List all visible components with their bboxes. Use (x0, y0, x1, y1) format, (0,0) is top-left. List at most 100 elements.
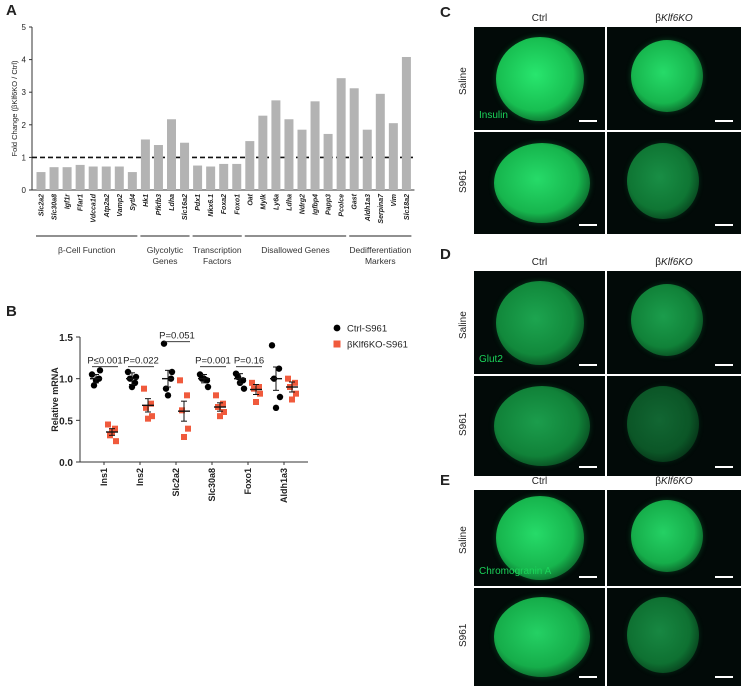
x-tick-label: Pfkfb3 (156, 194, 163, 216)
group-label: Dedifferentiation Markers (349, 245, 411, 266)
data-point (143, 404, 149, 411)
stain-label: Insulin (479, 110, 508, 121)
x-tick-label: Aldh1a3 (365, 194, 372, 222)
micrograph-panel (607, 271, 741, 374)
bar (180, 142, 190, 190)
x-tick-label: Oat (247, 193, 254, 205)
x-tick-label: Slc16a2 (182, 194, 189, 220)
scale-bar (579, 576, 597, 578)
data-point (285, 375, 291, 382)
row-label-saline: Saline (458, 526, 469, 554)
x-tick-label: Slc2a2 (39, 194, 46, 216)
x-tick-label: Slc30a8 (52, 194, 59, 220)
y-tick-label: 1.0 (59, 375, 73, 386)
micrograph-panel (607, 27, 741, 130)
islet-stain (627, 142, 700, 219)
bar (362, 129, 372, 190)
panel-letter-b: B (6, 303, 17, 320)
data-point (221, 409, 227, 415)
bar (153, 145, 163, 190)
row-label-s961: S961 (458, 412, 469, 436)
micrograph-panel (607, 490, 741, 586)
column-label-klf6ko: βKlf6KO (634, 13, 714, 24)
x-tick-label: Slc30a8 (207, 468, 217, 502)
data-point (289, 396, 295, 403)
data-point (185, 425, 191, 432)
x-tick-label: Vim (391, 194, 398, 207)
legend-marker (333, 324, 341, 332)
scale-bar (579, 364, 597, 366)
data-point (90, 382, 98, 389)
data-point (249, 379, 255, 386)
x-tick-label: Nkx6.1 (208, 194, 215, 217)
ko-genotype: Klf6KO (661, 13, 693, 24)
legend-label: βKlf6KO-S961 (347, 340, 408, 351)
scale-bar (579, 224, 597, 226)
x-tick-label: Ldha (169, 194, 176, 211)
panel-letter-e: E (440, 472, 451, 489)
row-label-s961: S961 (458, 169, 469, 193)
column-label-ctrl: Ctrl (531, 13, 548, 24)
scale-bar (715, 576, 733, 578)
data-point (181, 434, 187, 440)
bar (271, 100, 281, 190)
data-point (149, 413, 155, 420)
legend-marker (333, 340, 341, 348)
scale-bar (715, 676, 733, 678)
bar (219, 163, 229, 190)
row-label-saline: Saline (458, 66, 469, 95)
data-point (253, 399, 259, 405)
micrograph-panel (474, 376, 605, 476)
x-tick-label: Ndrg2 (300, 194, 307, 214)
data-point (105, 421, 111, 428)
column-label-ctrl: Ctrl (531, 476, 548, 487)
data-point (141, 385, 147, 392)
data-point (96, 367, 104, 374)
x-tick-label: Pdx1 (195, 194, 202, 211)
data-point (217, 413, 223, 420)
column-label-klf6ko: βKlf6KO (634, 476, 714, 487)
data-point (148, 400, 154, 407)
x-tick-label: Ldha (286, 194, 293, 211)
scale-bar (715, 466, 733, 468)
bar (323, 133, 333, 190)
islet-stain (495, 496, 584, 580)
x-tick-label: Slc2a2 (171, 468, 181, 497)
scale-bar (579, 466, 597, 468)
data-point (292, 379, 298, 386)
data-point (204, 383, 212, 391)
y-tick-label: 2 (22, 121, 27, 130)
bar (297, 129, 307, 190)
x-tick-label: Aldh1a3 (279, 468, 289, 503)
scale-bar (579, 676, 597, 678)
micrograph-panel (474, 588, 605, 686)
x-tick-label: Foxo1 (234, 194, 241, 215)
bar (401, 56, 411, 190)
panel-letter-d: D (440, 246, 451, 263)
group-label: Transcription Factors (193, 245, 242, 266)
data-point (268, 342, 276, 349)
data-point (240, 385, 248, 392)
ko-genotype: Klf6KO (661, 257, 693, 268)
y-tick-label: 0.5 (59, 416, 73, 427)
bar (36, 172, 46, 190)
x-tick-label: Pcolce (339, 194, 346, 217)
group-label: Glycolytic Genes (147, 245, 184, 266)
column-label-klf6ko: βKlf6KO (634, 257, 714, 268)
bar (310, 101, 320, 190)
data-point (213, 392, 219, 399)
data-point (160, 340, 168, 347)
x-tick-label: Atp2a2 (104, 194, 111, 218)
bar (167, 119, 176, 190)
bar (284, 119, 294, 190)
x-tick-label: Ffar1 (78, 194, 85, 211)
bar (232, 163, 242, 190)
x-tick-label: Foxo1 (243, 468, 253, 495)
islet-stain (631, 284, 704, 357)
data-point (293, 390, 299, 397)
bar (127, 172, 137, 190)
islet-stain (627, 386, 700, 462)
x-tick-label: Mylk (260, 193, 267, 210)
x-tick-label: Vamp2 (117, 194, 124, 217)
x-tick-label: Ins1 (99, 468, 109, 486)
